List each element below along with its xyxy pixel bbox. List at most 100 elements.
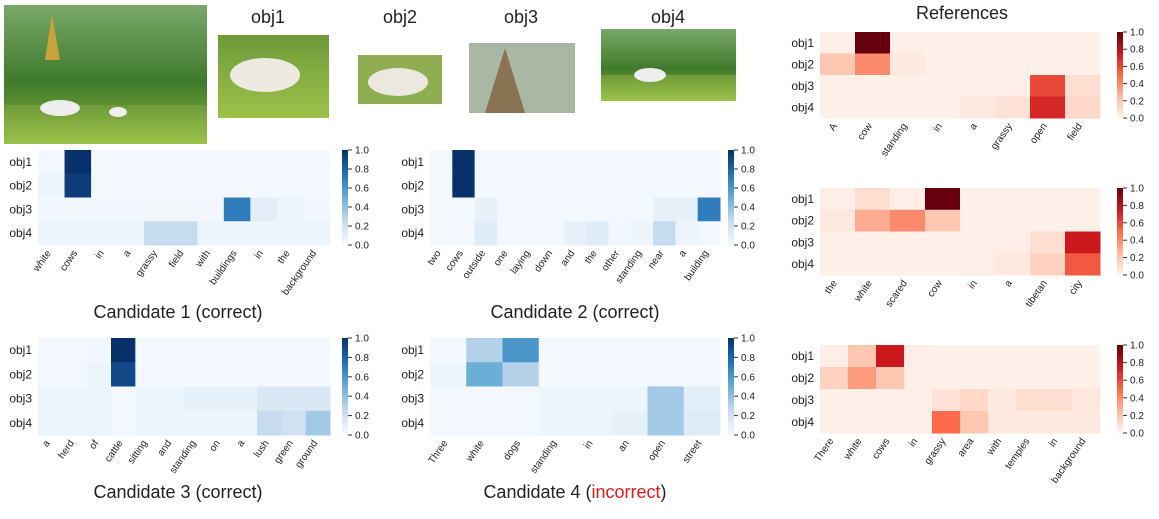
heatmap-cell bbox=[848, 389, 877, 412]
colorbar-tick-label: 0.8 bbox=[741, 165, 755, 176]
heatmap-cell bbox=[87, 362, 112, 387]
heatmap-cell bbox=[62, 338, 87, 363]
heatmap-cell bbox=[430, 362, 467, 387]
heatmap-cell bbox=[820, 97, 856, 119]
heatmap-cell bbox=[250, 174, 277, 198]
heatmap-cell bbox=[197, 198, 224, 222]
column-label: a bbox=[235, 438, 247, 449]
heatmap-cell bbox=[960, 367, 989, 390]
heatmap-cell bbox=[277, 198, 304, 222]
row-label: obj3 bbox=[791, 393, 814, 407]
heatmap-cell bbox=[303, 174, 330, 198]
heatmap-cell bbox=[904, 367, 933, 390]
heatmap-cell bbox=[960, 253, 996, 275]
column-label: laying bbox=[509, 248, 533, 276]
heatmap-cell bbox=[1016, 345, 1045, 368]
colorbar-tick-label: 0.4 bbox=[355, 203, 369, 214]
row-label: obj1 bbox=[791, 36, 814, 50]
column-label: and bbox=[156, 438, 175, 458]
heatmap-cell bbox=[876, 411, 905, 434]
heatmap-cell bbox=[608, 221, 631, 245]
heatmap-cell bbox=[503, 338, 540, 363]
heatmap-cell bbox=[208, 338, 233, 363]
heatmap-cell bbox=[277, 174, 304, 198]
heatmap-cell bbox=[960, 389, 989, 412]
heatmap-cell bbox=[118, 150, 145, 174]
heatmap-cell bbox=[224, 174, 251, 198]
heatmap-cell bbox=[542, 198, 565, 222]
colorbar-tick-label: 0.0 bbox=[741, 431, 755, 442]
heatmap-cell bbox=[144, 174, 171, 198]
heatmap-title: Candidate 1 (correct) bbox=[93, 302, 262, 322]
column-label: and bbox=[559, 248, 578, 268]
row-label: obj1 bbox=[401, 155, 424, 169]
heatmap-cell bbox=[542, 221, 565, 245]
heatmap-cell bbox=[38, 174, 65, 198]
heatmap-cell bbox=[995, 32, 1031, 54]
heatmap-cell bbox=[87, 387, 112, 412]
cow bbox=[230, 58, 300, 92]
column-label: near bbox=[646, 248, 667, 271]
heatmap-cell bbox=[698, 150, 721, 174]
colorbar-tick-label: 1.0 bbox=[1130, 184, 1144, 195]
heatmap-cell bbox=[466, 362, 503, 387]
heatmap-cell bbox=[564, 174, 587, 198]
column-label: two bbox=[426, 248, 444, 267]
colorbar-tick-label: 0.2 bbox=[1130, 253, 1144, 264]
column-label: lush bbox=[252, 438, 272, 459]
row-label: obj4 bbox=[401, 226, 424, 240]
row-label: obj2 bbox=[401, 179, 424, 193]
row-label: obj1 bbox=[791, 349, 814, 363]
heatmap-cell bbox=[995, 253, 1031, 275]
heatmap-cell bbox=[160, 362, 185, 387]
cow bbox=[109, 107, 127, 117]
column-label: grassy bbox=[989, 121, 1015, 151]
heatmap-cell bbox=[1016, 389, 1045, 412]
heatmap-cell bbox=[675, 174, 698, 198]
heatmap-cell bbox=[960, 75, 996, 97]
colorbar-tick-label: 1.0 bbox=[741, 146, 755, 157]
heatmap-cell bbox=[564, 150, 587, 174]
row-label: obj4 bbox=[9, 416, 32, 430]
heatmap-cell bbox=[904, 389, 933, 412]
colorbar-tick-label: 0.4 bbox=[355, 392, 369, 403]
heatmap-cell bbox=[855, 253, 891, 275]
colorbar bbox=[342, 338, 348, 435]
column-label: ground bbox=[293, 438, 320, 470]
heatmap-cell bbox=[306, 338, 331, 363]
heatmap-cell bbox=[1065, 32, 1101, 54]
heatmap-cell bbox=[306, 362, 331, 387]
obj-label: obj1 bbox=[251, 7, 285, 27]
heatmap-cell bbox=[820, 75, 856, 97]
heatmap-cell bbox=[171, 198, 198, 222]
heatmap-cell bbox=[303, 198, 330, 222]
column-label: standing bbox=[879, 121, 910, 158]
column-label: on bbox=[208, 438, 223, 453]
row-label: obj2 bbox=[9, 179, 32, 193]
heatmap-cell bbox=[233, 338, 258, 363]
heatmap-cell bbox=[611, 338, 648, 363]
cow bbox=[634, 68, 666, 82]
heatmap-cell bbox=[1065, 97, 1101, 119]
heatmap-cell bbox=[475, 174, 498, 198]
heatmap-cell bbox=[1044, 389, 1073, 412]
heatmap-cell bbox=[684, 338, 721, 363]
heatmap-cell bbox=[925, 97, 961, 119]
heatmap-cell bbox=[1065, 210, 1101, 232]
heatmap-cell bbox=[890, 97, 926, 119]
heatmap-cell bbox=[890, 232, 926, 254]
heatmap-cell bbox=[1030, 232, 1066, 254]
colorbar-tick-label: 0.0 bbox=[355, 241, 369, 252]
row-label: obj1 bbox=[401, 343, 424, 357]
heatmap-cell bbox=[306, 387, 331, 412]
heatmap-cell bbox=[250, 198, 277, 222]
column-label: outside bbox=[461, 248, 489, 281]
heatmap-cell bbox=[452, 221, 475, 245]
heatmap-cell bbox=[135, 387, 160, 412]
colorbar-tick-label: 0.2 bbox=[741, 222, 755, 233]
heatmap-cell bbox=[38, 411, 63, 436]
heatmap-cell bbox=[1072, 345, 1101, 368]
heatmap-cell bbox=[111, 411, 136, 436]
heatmap-cell bbox=[653, 150, 676, 174]
column-label: scared bbox=[884, 278, 910, 309]
